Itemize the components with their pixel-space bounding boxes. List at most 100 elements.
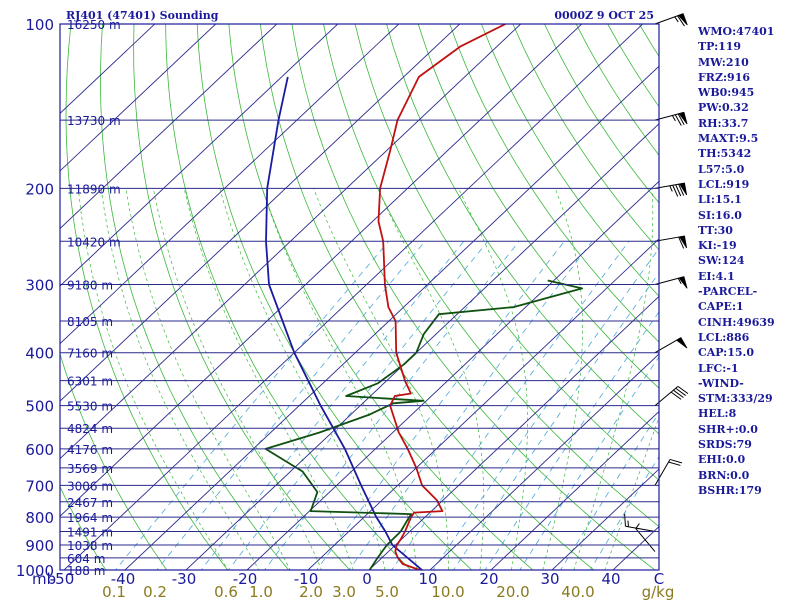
barb-flag [675, 387, 686, 396]
index-item: EI:4.1 [698, 269, 735, 283]
moist-adiabat [573, 188, 654, 570]
height-label: 4824 m [67, 422, 113, 436]
moist-adiabat [152, 188, 322, 570]
moist-adiabat [457, 188, 528, 570]
height-label: 11890 m [67, 182, 121, 196]
mixing-ratio-line [348, 241, 593, 570]
isotherm [124, 65, 659, 570]
mixing-ratio-tick-label: 0.2 [143, 583, 167, 600]
index-item: LI:15.1 [698, 193, 742, 207]
height-label: 6301 m [67, 375, 113, 389]
isotherm [490, 410, 659, 570]
axis-labels: 16250 m 13730 m 11890 m 10420 m 9180 m 8105 m… [16, 16, 675, 600]
height-label: 188 m [67, 564, 105, 578]
index-item: CAPE:1 [698, 300, 744, 314]
temperature-unit-label: C [654, 570, 664, 588]
wind-barb [654, 276, 688, 289]
barb-flag [678, 183, 685, 196]
pressure-tick-label: 900 [25, 537, 54, 555]
dry-adiabat [100, 24, 290, 570]
barb-flag [668, 461, 681, 466]
isotherm [60, 24, 217, 172]
temperature-tick-label: -10 [294, 570, 319, 588]
mixing-ratio-tick-label: 0.1 [102, 583, 126, 600]
height-label: 8105 m [67, 315, 113, 329]
mixing-ratio-tick-label: 20.0 [496, 583, 529, 600]
barb-pennant [678, 182, 688, 196]
dry-adiabat [481, 24, 659, 297]
chart-title: RJ401 (47401) Sounding [66, 9, 219, 22]
dry-adiabat [323, 24, 659, 527]
pressure-tick-label: 800 [25, 509, 54, 527]
height-label: 1038 m [67, 539, 113, 553]
temperature-tick-label: 40 [601, 570, 620, 588]
height-label: 3006 m [67, 479, 113, 493]
dry-adiabat [417, 24, 659, 389]
index-item: LCL:919 [698, 177, 750, 191]
mixing-ratio-line [264, 241, 520, 570]
barb-half-flag [677, 278, 682, 284]
isotherm [60, 24, 278, 230]
barb-flag [677, 385, 689, 395]
moist-adiabat [100, 188, 260, 570]
height-label: 13730 m [67, 114, 121, 128]
dry-adiabat [65, 24, 229, 570]
index-item: CINH:49639 [698, 315, 775, 329]
mixing-ratio-tick-label: 5.0 [375, 583, 399, 600]
moist-adiabat [377, 188, 485, 570]
temperature-tick-label: 30 [540, 570, 559, 588]
height-label: 9180 m [67, 279, 113, 293]
index-item: TT:30 [698, 223, 733, 237]
barb-half-flag [671, 115, 676, 122]
mixing-ratio-line [316, 241, 565, 570]
height-label: 5530 m [67, 400, 113, 414]
barb-flag [677, 15, 685, 27]
barb-flag [670, 391, 682, 400]
index-item: LFC:-1 [698, 361, 739, 375]
height-label: 10420 m [67, 235, 121, 249]
height-label: 604 m [67, 552, 105, 566]
moist-adiabat [261, 188, 418, 570]
height-label: 1964 m [67, 511, 113, 525]
mixing-ratio-tick-label: 0.6 [214, 583, 238, 600]
wind-barb [624, 513, 656, 532]
isotherm [246, 180, 659, 570]
index-item: -WIND- [698, 376, 744, 390]
dry-adiabat [512, 24, 659, 251]
index-item: -PARCEL- [698, 285, 758, 299]
wind-barb [654, 385, 689, 407]
height-label: 16250 m [67, 18, 121, 32]
isotherm [368, 295, 659, 570]
mixing-ratio-tick-label: 10.0 [431, 583, 464, 600]
dry-adiabat [449, 24, 659, 343]
wind-barb [654, 182, 688, 197]
temperature-trace [377, 24, 506, 570]
isotherm [60, 24, 156, 115]
index-item: PW:0.32 [698, 101, 749, 115]
pressure-tick-label: 200 [25, 180, 54, 198]
moist-adiabat [604, 416, 659, 570]
barb-flag [675, 184, 682, 197]
barb-staff [625, 525, 656, 532]
index-item: FRZ:916 [698, 70, 751, 84]
barb-flag [624, 513, 626, 527]
pressure-tick-label: 1000 [16, 562, 54, 580]
mixing-ratio-unit-label: g/kg [642, 583, 675, 600]
barb-flag [678, 236, 685, 249]
isotherm [60, 24, 339, 287]
barb-half-flag [635, 523, 640, 529]
barb-pennant [677, 13, 688, 26]
barb-flag [674, 114, 682, 126]
temperature-tick-label: -40 [111, 570, 136, 588]
temperature-tick-label: -50 [50, 570, 75, 588]
dry-adiabat [196, 24, 473, 570]
dry-adiabat [259, 24, 595, 570]
pressure-tick-label: 100 [25, 16, 54, 34]
index-item: WMO:47401 [698, 25, 775, 38]
index-item: BSHR:179 [698, 483, 762, 497]
index-item: TP:119 [698, 40, 742, 54]
height-label: 1491 m [67, 525, 113, 539]
barb-pennant [678, 276, 688, 289]
sounding-profiles [264, 24, 583, 570]
pressure-tick-label: 700 [25, 477, 54, 495]
